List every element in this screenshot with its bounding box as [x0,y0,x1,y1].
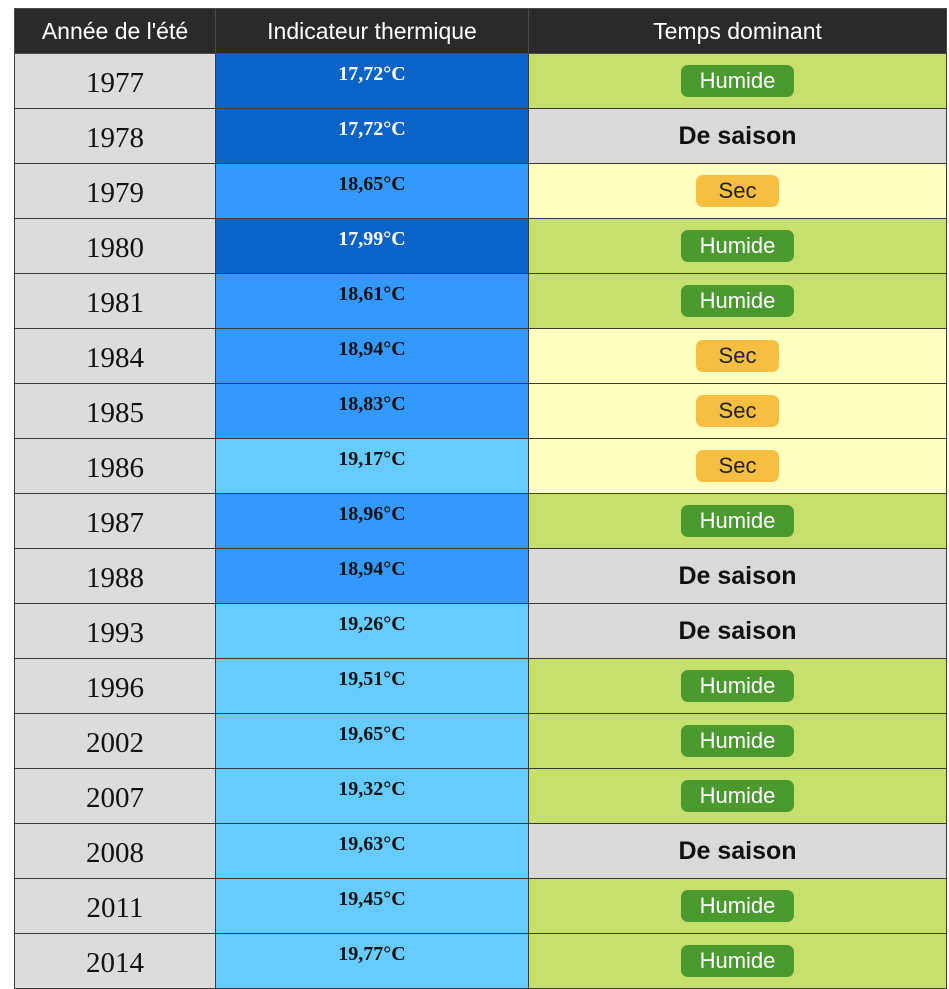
weather-cell: Humide [528,218,947,274]
temperature-cell: 18,96°C [215,493,529,549]
weather-label-de-saison: De saison [678,616,797,645]
year-cell: 1987 [14,493,216,549]
temperature-cell: 18,65°C [215,163,529,219]
table-row: 2007 19,32°C Humide [14,768,947,824]
weather-cell: De saison [528,548,947,604]
table-row: 1988 18,94°C De saison [14,548,947,604]
table-row: 1981 18,61°C Humide [14,273,947,329]
year-cell: 1984 [14,328,216,384]
table-row: 1978 17,72°C De saison [14,108,947,164]
weather-badge-sec: Sec [695,450,780,482]
summer-weather-table: Année de l'été Indicateur thermique Temp… [14,8,947,989]
table-row: 2008 19,63°C De saison [14,823,947,879]
header-temperature: Indicateur thermique [215,8,529,54]
weather-cell: Humide [528,658,947,714]
year-cell: 1988 [14,548,216,604]
table-row: 1980 17,99°C Humide [14,218,947,274]
weather-cell: Humide [528,768,947,824]
weather-badge-humide: Humide [680,890,795,922]
table-row: 2014 19,77°C Humide [14,933,947,989]
temperature-cell: 19,32°C [215,768,529,824]
weather-badge-sec: Sec [695,175,780,207]
weather-badge-humide: Humide [680,230,795,262]
weather-cell: Humide [528,713,947,769]
weather-badge-humide: Humide [680,780,795,812]
weather-badge-humide: Humide [680,505,795,537]
weather-badge-humide: Humide [680,945,795,977]
year-cell: 2008 [14,823,216,879]
weather-label-de-saison: De saison [678,561,797,590]
year-cell: 1985 [14,383,216,439]
temperature-cell: 19,17°C [215,438,529,494]
temperature-cell: 19,63°C [215,823,529,879]
weather-badge-humide: Humide [680,725,795,757]
temperature-cell: 18,94°C [215,328,529,384]
temperature-cell: 19,26°C [215,603,529,659]
temperature-cell: 19,45°C [215,878,529,934]
table-row: 2011 19,45°C Humide [14,878,947,934]
year-cell: 1980 [14,218,216,274]
table-row: 1984 18,94°C Sec [14,328,947,384]
year-cell: 2002 [14,713,216,769]
data-table-container: Année de l'été Indicateur thermique Temp… [14,8,947,989]
weather-cell: Sec [528,163,947,219]
year-cell: 1979 [14,163,216,219]
table-row: 1977 17,72°C Humide [14,53,947,109]
table-row: 1993 19,26°C De saison [14,603,947,659]
temperature-cell: 19,65°C [215,713,529,769]
weather-cell: Sec [528,328,947,384]
weather-badge-humide: Humide [680,65,795,97]
table-row: 1986 19,17°C Sec [14,438,947,494]
weather-label-de-saison: De saison [678,121,797,150]
header-weather: Temps dominant [528,8,947,54]
weather-badge-sec: Sec [695,340,780,372]
header-row: Année de l'été Indicateur thermique Temp… [14,8,947,54]
header-year: Année de l'été [14,8,216,54]
temperature-cell: 17,99°C [215,218,529,274]
table-row: 1979 18,65°C Sec [14,163,947,219]
weather-badge-sec: Sec [695,395,780,427]
year-cell: 2014 [14,933,216,989]
weather-cell: Sec [528,438,947,494]
table-row: 2002 19,65°C Humide [14,713,947,769]
year-cell: 1986 [14,438,216,494]
weather-cell: Humide [528,53,947,109]
weather-cell: Sec [528,383,947,439]
table-row: 1985 18,83°C Sec [14,383,947,439]
temperature-cell: 17,72°C [215,108,529,164]
temperature-cell: 18,94°C [215,548,529,604]
weather-badge-humide: Humide [680,670,795,702]
table-row: 1996 19,51°C Humide [14,658,947,714]
weather-cell: De saison [528,108,947,164]
temperature-cell: 17,72°C [215,53,529,109]
year-cell: 2007 [14,768,216,824]
year-cell: 1978 [14,108,216,164]
temperature-cell: 18,83°C [215,383,529,439]
weather-label-de-saison: De saison [678,836,797,865]
table-row: 1987 18,96°C Humide [14,493,947,549]
weather-cell: Humide [528,493,947,549]
year-cell: 2011 [14,878,216,934]
weather-badge-humide: Humide [680,285,795,317]
temperature-cell: 19,51°C [215,658,529,714]
weather-cell: Humide [528,933,947,989]
weather-cell: De saison [528,823,947,879]
table-body: 1977 17,72°C Humide 1978 17,72°C De saison 197… [14,53,947,989]
year-cell: 1993 [14,603,216,659]
weather-cell: Humide [528,273,947,329]
weather-cell: Humide [528,878,947,934]
year-cell: 1977 [14,53,216,109]
temperature-cell: 18,61°C [215,273,529,329]
year-cell: 1996 [14,658,216,714]
temperature-cell: 19,77°C [215,933,529,989]
weather-cell: De saison [528,603,947,659]
year-cell: 1981 [14,273,216,329]
